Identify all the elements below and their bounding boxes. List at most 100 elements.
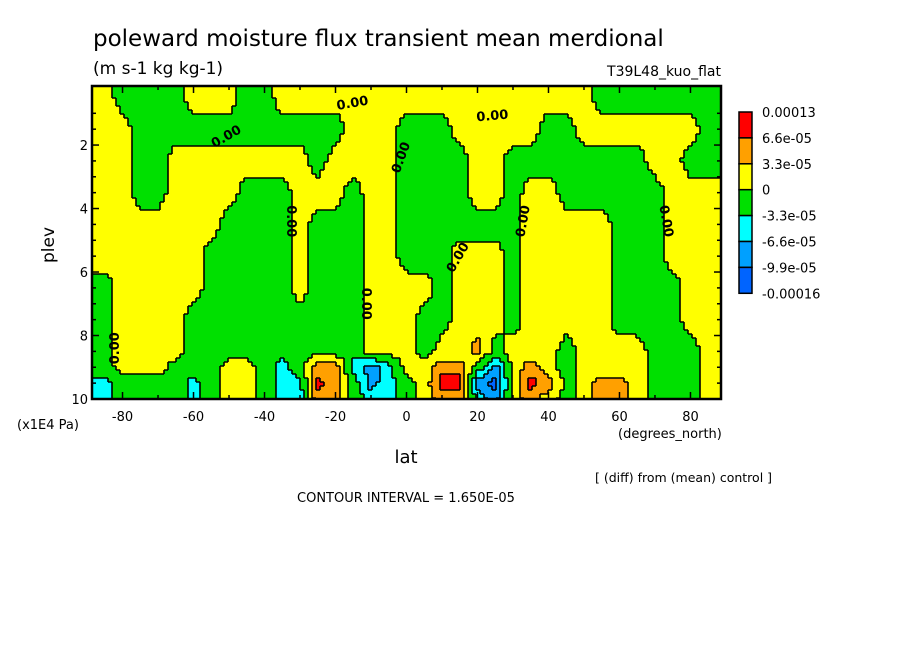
- field-cell: [512, 198, 517, 203]
- field-cell: [248, 126, 253, 131]
- field-cell: [272, 170, 277, 175]
- field-cell: [300, 166, 305, 171]
- field-cell: [692, 142, 697, 147]
- field-cell: [392, 142, 397, 147]
- field-cell: [656, 126, 661, 131]
- field-cell: [612, 202, 617, 207]
- field-cell: [148, 202, 153, 207]
- field-cell: [152, 130, 157, 135]
- field-cell: [640, 178, 645, 183]
- field-cell: [704, 178, 709, 183]
- field-cell: [460, 94, 465, 99]
- field-cell: [284, 178, 289, 183]
- field-cell: [156, 194, 161, 199]
- field-cell: [644, 170, 649, 175]
- field-cell: [524, 166, 529, 171]
- field-cell: [360, 90, 365, 95]
- field-cell: [412, 142, 417, 147]
- field-cell: [604, 194, 609, 199]
- field-cell: [584, 170, 589, 175]
- field-cell: [124, 158, 129, 163]
- field-cell: [544, 142, 549, 147]
- field-cell: [208, 210, 213, 215]
- field-cell: [140, 114, 145, 119]
- field-cell: [408, 194, 413, 199]
- field-cell: [548, 134, 553, 139]
- field-cell: [228, 114, 233, 119]
- field-cell: [212, 130, 217, 135]
- field-cell: [432, 182, 437, 187]
- field-cell: [668, 178, 673, 183]
- field-cell: [248, 118, 253, 123]
- field-cell: [464, 94, 469, 99]
- field-cell: [312, 166, 317, 171]
- field-cell: [252, 210, 257, 215]
- field-cell: [520, 114, 525, 119]
- field-cell: [680, 106, 685, 111]
- field-cell: [588, 150, 593, 155]
- field-cell: [152, 102, 157, 107]
- field-cell: [648, 118, 653, 123]
- field-cell: [372, 86, 377, 91]
- field-cell: [420, 166, 425, 171]
- field-cell: [216, 130, 221, 135]
- field-cell: [460, 106, 465, 111]
- field-cell: [644, 110, 649, 115]
- field-cell: [624, 102, 629, 107]
- field-cell: [328, 138, 333, 143]
- field-cell: [276, 94, 281, 99]
- field-cell: [648, 198, 653, 203]
- field-cell: [184, 174, 189, 179]
- field-cell: [316, 94, 321, 99]
- field-cell: [272, 190, 277, 195]
- field-cell: [704, 110, 709, 115]
- field-cell: [424, 110, 429, 115]
- field-cell: [548, 198, 553, 203]
- field-cell: [692, 170, 697, 175]
- field-cell: [380, 178, 385, 183]
- field-cell: [180, 198, 185, 203]
- field-cell: [316, 102, 321, 107]
- field-cell: [364, 134, 369, 139]
- field-cell: [376, 202, 381, 207]
- field-cell: [368, 94, 373, 99]
- field-cell: [152, 186, 157, 191]
- field-cell: [492, 190, 497, 195]
- field-cell: [588, 122, 593, 127]
- field-cell: [116, 122, 121, 127]
- field-cell: [608, 142, 613, 147]
- field-cell: [104, 198, 109, 203]
- field-cell: [488, 90, 493, 95]
- field-cell: [600, 174, 605, 179]
- field-cell: [308, 98, 313, 103]
- field-cell: [432, 134, 437, 139]
- field-cell: [536, 206, 541, 211]
- field-cell: [428, 150, 433, 155]
- field-cell: [560, 110, 565, 115]
- field-cell: [248, 138, 253, 143]
- field-cell: [516, 130, 521, 135]
- field-cell: [164, 134, 169, 139]
- field-cell: [208, 162, 213, 167]
- field-cell: [484, 162, 489, 167]
- field-cell: [344, 154, 349, 159]
- field-cell: [708, 206, 713, 211]
- field-cell: [360, 138, 365, 143]
- field-cell: [400, 174, 405, 179]
- field-cell: [236, 110, 241, 115]
- field-cell: [624, 182, 629, 187]
- field-cell: [404, 166, 409, 171]
- field-cell: [596, 206, 601, 211]
- field-cell: [652, 166, 657, 171]
- field-cell: [712, 142, 717, 147]
- field-cell: [512, 126, 517, 131]
- field-cell: [316, 110, 321, 115]
- field-cell: [500, 170, 505, 175]
- field-cell: [168, 114, 173, 119]
- field-cell: [472, 166, 477, 171]
- field-cell: [656, 182, 661, 187]
- field-cell: [200, 122, 205, 127]
- field-cell: [360, 86, 365, 91]
- field-cell: [708, 162, 713, 167]
- field-cell: [376, 166, 381, 171]
